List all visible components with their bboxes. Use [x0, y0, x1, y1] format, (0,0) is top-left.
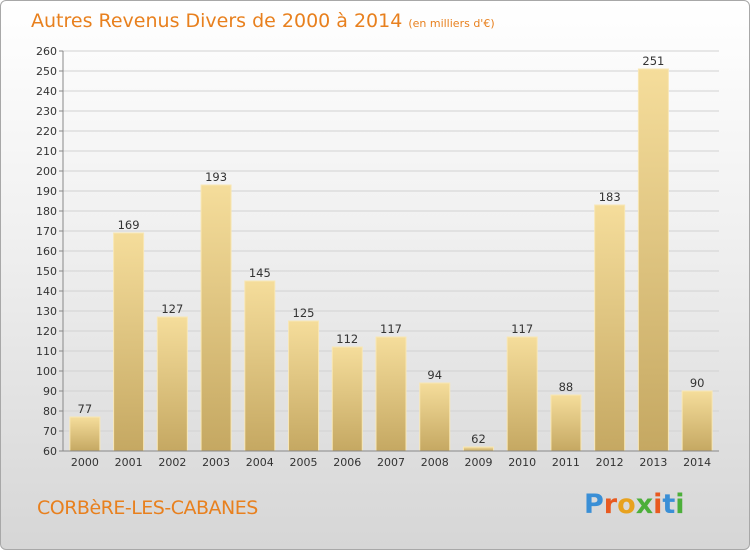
x-tick-label: 2013	[639, 456, 667, 469]
x-tick-label: 2014	[683, 456, 711, 469]
bar-2003	[200, 184, 232, 452]
bar-2002	[156, 316, 188, 452]
y-tick-label: 70	[43, 425, 57, 438]
bar-2006	[331, 346, 363, 452]
y-tick-label: 210	[36, 145, 57, 158]
x-tick-label: 2012	[596, 456, 624, 469]
y-tick-label: 180	[36, 205, 57, 218]
bar-2013	[637, 68, 669, 452]
logo-letter: P	[584, 489, 604, 520]
x-tick-label: 2009	[464, 456, 492, 469]
x-tick-label: 2000	[71, 456, 99, 469]
y-tick-label: 130	[36, 305, 57, 318]
bar-2005	[288, 320, 320, 452]
x-tick-label: 2008	[421, 456, 449, 469]
proxiti-logo: Proxiti	[584, 489, 685, 520]
y-tick-label: 260	[36, 45, 57, 58]
logo-letter: o	[617, 489, 636, 520]
y-tick-label: 200	[36, 165, 57, 178]
commune-name: CORBèRE-LES-CABANES	[37, 497, 258, 519]
y-tick-label: 60	[43, 445, 57, 458]
x-tick-label: 2011	[552, 456, 580, 469]
x-tick-label: 2001	[115, 456, 143, 469]
y-tick-label: 190	[36, 185, 57, 198]
logo-letter: r	[603, 489, 618, 520]
y-tick-label: 90	[43, 385, 57, 398]
y-tick-label: 250	[36, 65, 57, 78]
bar-2004	[244, 280, 276, 452]
x-tick-label: 2002	[158, 456, 186, 469]
x-tick-label: 2007	[377, 456, 405, 469]
bar-2014	[681, 390, 713, 452]
bar-2001	[113, 232, 145, 452]
bar-2007	[375, 336, 407, 452]
value-label: 127	[161, 302, 183, 316]
value-label: 193	[205, 170, 227, 184]
y-tick-label: 160	[36, 245, 57, 258]
value-label: 77	[78, 402, 93, 416]
y-tick-label: 140	[36, 285, 57, 298]
y-tick-label: 170	[36, 225, 57, 238]
value-label: 112	[336, 332, 358, 346]
chart-title-text: Autres Revenus Divers de 2000 à 2014	[31, 10, 403, 32]
value-label: 169	[118, 218, 140, 232]
y-tick-label: 240	[36, 85, 57, 98]
logo-letter: i	[653, 489, 663, 520]
bar-2000	[69, 416, 101, 452]
y-tick-label: 110	[36, 345, 57, 358]
bar-2011	[550, 394, 582, 452]
value-label: 117	[380, 322, 402, 336]
value-label: 145	[249, 266, 271, 280]
bar-2008	[419, 382, 451, 452]
value-label: 251	[642, 54, 664, 68]
bars: 77 169 127 193 145 125 112 117 94 62 117 88 183 251 90	[69, 54, 713, 452]
y-tick-label: 120	[36, 325, 57, 338]
bar-2010	[506, 336, 538, 452]
bar-2012	[594, 204, 626, 452]
y-tick-label: 80	[43, 405, 57, 418]
y-tick-label: 100	[36, 365, 57, 378]
x-tick-label: 2010	[508, 456, 536, 469]
value-label: 183	[599, 190, 621, 204]
value-label: 88	[559, 380, 574, 394]
value-label: 117	[511, 322, 533, 336]
logo-letter: t	[662, 489, 676, 520]
x-tick-label: 2005	[290, 456, 318, 469]
y-tick-label: 230	[36, 105, 57, 118]
x-axis: 2000 2001 2002 2003 2004 2005 2006 2007 2008 2009…	[63, 450, 719, 469]
value-label: 62	[471, 432, 486, 446]
x-tick-label: 2006	[333, 456, 361, 469]
y-tick-label: 150	[36, 265, 57, 278]
x-tick-label: 2003	[202, 456, 230, 469]
bar-2009	[462, 446, 494, 452]
logo-letter: x	[635, 489, 654, 520]
value-label: 125	[293, 306, 315, 320]
x-tick-label: 2004	[246, 456, 274, 469]
chart-title: Autres Revenus Divers de 2000 à 2014 (en …	[31, 10, 495, 32]
value-label: 94	[427, 368, 442, 382]
y-tick-label: 220	[36, 125, 57, 138]
logo-letter: i	[675, 489, 685, 520]
y-axis: 60 70 80 90 100 110 120 130 140 150 160 170 180 190 20…	[36, 45, 64, 458]
value-label: 90	[690, 376, 705, 390]
chart-subtitle: (en milliers d'€)	[408, 17, 495, 30]
